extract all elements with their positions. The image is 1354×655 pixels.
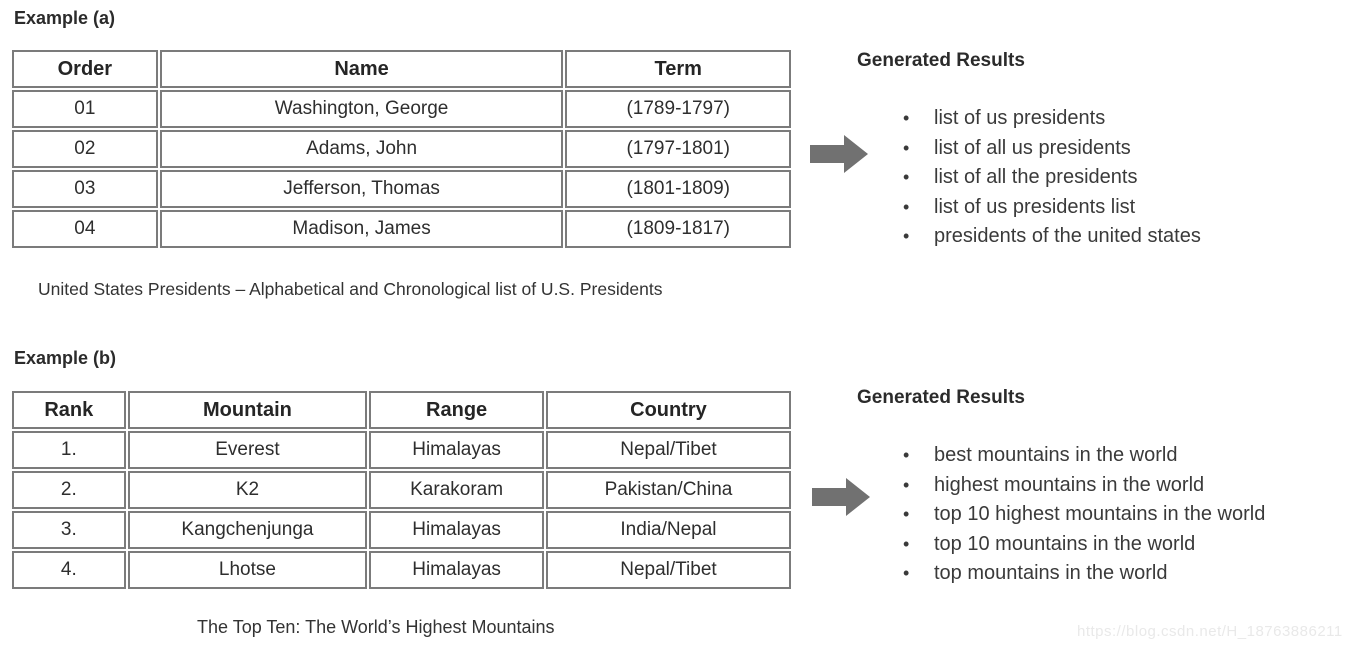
bullet-icon: • xyxy=(903,167,910,187)
list-item: • top 10 mountains in the world xyxy=(903,530,1265,560)
table-cell: 2. xyxy=(12,471,126,509)
table-row: 3. Kangchenjunga Himalayas India/Nepal xyxy=(12,511,791,549)
bullet-icon: • xyxy=(903,108,910,128)
list-item: • highest mountains in the world xyxy=(903,471,1265,501)
list-item: • top mountains in the world xyxy=(903,559,1265,589)
bullet-icon: • xyxy=(903,474,910,495)
table-cell: Pakistan/China xyxy=(545,471,791,509)
generated-results-list-a: • list of us presidents • list of all us… xyxy=(903,104,1201,252)
table-cell: (1801-1809) xyxy=(565,170,791,208)
presidents-table: Order Name Term 01 Washington, George (1… xyxy=(10,48,793,250)
presidents-table-caption: United States Presidents – Alphabetical … xyxy=(38,279,663,299)
list-item: • list of us presidents xyxy=(903,104,1201,134)
right-arrow-icon xyxy=(810,135,868,173)
table-cell: Himalayas xyxy=(369,551,544,589)
table-cell: 03 xyxy=(12,170,158,208)
table-cell: Himalayas xyxy=(369,431,544,469)
bullet-icon: • xyxy=(903,137,910,158)
table-cell: Madison, James xyxy=(159,210,564,248)
column-header: Mountain xyxy=(127,391,368,429)
table-cell: Jefferson, Thomas xyxy=(159,170,564,208)
table-cell: K2 xyxy=(127,471,368,509)
table-cell: 02 xyxy=(12,130,158,168)
mountains-table: Rank Mountain Range Country 1. Everest H… xyxy=(10,389,793,591)
list-item: • list of all the presidents xyxy=(903,163,1201,193)
list-item: • top 10 highest mountains in the world xyxy=(903,500,1265,530)
list-item: • presidents of the united states xyxy=(903,222,1201,252)
table-cell: 1. xyxy=(12,431,126,469)
table-cell: Nepal/Tibet xyxy=(545,551,791,589)
table-cell: India/Nepal xyxy=(545,511,791,549)
result-text: presidents of the united states xyxy=(934,225,1201,247)
generated-results-title-a: Generated Results xyxy=(857,50,1025,71)
table-header-row: Rank Mountain Range Country xyxy=(12,391,791,429)
result-text: highest mountains in the world xyxy=(934,473,1205,496)
table-cell: 4. xyxy=(12,551,126,589)
list-item: • list of all us presidents xyxy=(903,134,1201,164)
table-cell: Himalayas xyxy=(369,511,544,549)
result-text: best mountains in the world xyxy=(934,444,1178,466)
result-text: list of all the presidents xyxy=(934,166,1138,188)
table-row: 01 Washington, George (1789-1797) xyxy=(12,90,791,128)
table-row: 4. Lhotse Himalayas Nepal/Tibet xyxy=(12,551,791,589)
column-header: Name xyxy=(159,50,564,88)
table-cell: 04 xyxy=(12,210,158,248)
result-text: list of us presidents xyxy=(934,107,1106,129)
table-cell: Everest xyxy=(127,431,368,469)
result-text: top mountains in the world xyxy=(934,562,1168,584)
column-header: Rank xyxy=(12,391,126,429)
right-arrow-icon xyxy=(812,478,870,516)
table-cell: 3. xyxy=(12,511,126,549)
result-text: list of all us presidents xyxy=(934,136,1131,159)
generated-results-list-b: • best mountains in the world • highest … xyxy=(903,441,1265,589)
mountains-table-caption: The Top Ten: The World’s Highest Mountai… xyxy=(197,617,555,637)
result-text: top 10 highest mountains in the world xyxy=(934,503,1266,525)
table-cell: (1797-1801) xyxy=(565,130,791,168)
table-cell: Washington, George xyxy=(159,90,564,128)
bullet-icon: • xyxy=(903,196,910,217)
table-cell: Karakoram xyxy=(369,471,544,509)
bullet-icon: • xyxy=(903,504,910,524)
result-text: top 10 mountains in the world xyxy=(934,532,1196,555)
table-cell: Lhotse xyxy=(127,551,368,589)
table-row: 04 Madison, James (1809-1817) xyxy=(12,210,791,248)
table-cell: (1809-1817) xyxy=(565,210,791,248)
watermark-text: https://blog.csdn.net/H_18763886211 xyxy=(1077,623,1343,640)
bullet-icon: • xyxy=(903,563,910,583)
column-header: Order xyxy=(12,50,158,88)
table-row: 1. Everest Himalayas Nepal/Tibet xyxy=(12,431,791,469)
table-cell: Adams, John xyxy=(159,130,564,168)
generated-results-title-b: Generated Results xyxy=(857,387,1025,408)
table-cell: (1789-1797) xyxy=(565,90,791,128)
bullet-icon: • xyxy=(903,445,910,465)
column-header: Country xyxy=(545,391,791,429)
example-b-heading: Example (b) xyxy=(14,348,117,368)
table-cell: 01 xyxy=(12,90,158,128)
table-cell: Nepal/Tibet xyxy=(545,431,791,469)
table-cell: Kangchenjunga xyxy=(127,511,368,549)
column-header: Range xyxy=(369,391,544,429)
column-header: Term xyxy=(565,50,791,88)
example-a-heading: Example (a) xyxy=(14,8,116,28)
list-item: • list of us presidents list xyxy=(903,193,1201,223)
table-row: 2. K2 Karakoram Pakistan/China xyxy=(12,471,791,509)
table-row: 02 Adams, John (1797-1801) xyxy=(12,130,791,168)
bullet-icon: • xyxy=(903,533,910,554)
result-text: list of us presidents list xyxy=(934,195,1136,218)
table-row: 03 Jefferson, Thomas (1801-1809) xyxy=(12,170,791,208)
bullet-icon: • xyxy=(903,226,910,246)
table-header-row: Order Name Term xyxy=(12,50,791,88)
list-item: • best mountains in the world xyxy=(903,441,1265,471)
